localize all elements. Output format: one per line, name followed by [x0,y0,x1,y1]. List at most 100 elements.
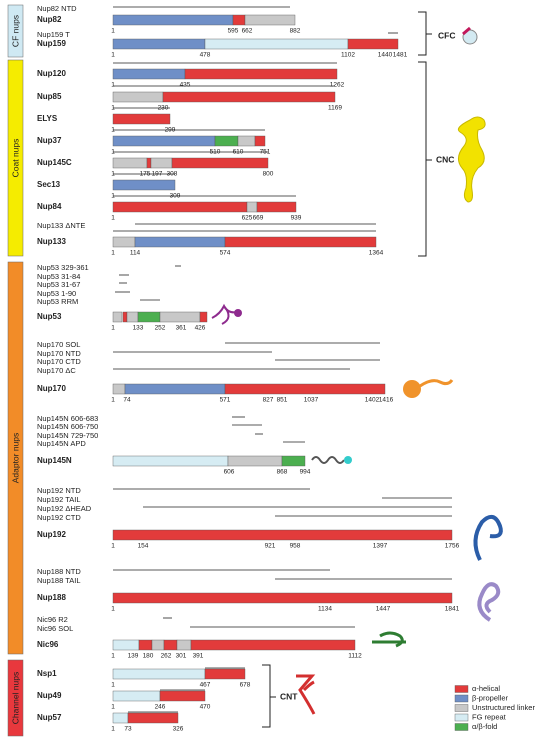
construct-label: Nup145N APD [37,439,86,448]
residue-label: 426 [195,325,206,332]
domain [151,639,165,651]
residue-label: 74 [123,397,131,404]
construct-label: Nup170 CTD [37,357,81,366]
construct-label: Nup192 ΔHEAD [37,504,92,513]
domain [159,690,206,702]
residue-label: 1397 [373,543,388,550]
protein-name: Nup170 [37,384,66,393]
domain [347,38,399,50]
domain [112,668,206,680]
residue-label: 361 [176,325,187,332]
domain [256,201,297,213]
domain [138,639,153,651]
protein-name: Nsp1 [37,669,57,678]
construct-label: Nup159 T [37,30,70,39]
protein-name: Nup133 [37,237,66,246]
residue-label: 1402 [365,397,380,404]
domain [199,311,208,323]
legend-label: α-helical [472,684,500,693]
complex-label: CFC [438,30,455,40]
residue-label: 1 [111,653,115,660]
domain [112,311,123,323]
domain [112,157,148,169]
protein-name: Nup159 [37,39,66,48]
construct-label: Nup188 TAIL [37,576,81,585]
domain [112,179,176,191]
residue-label: 1440 [378,52,393,59]
complex-label: CNC [436,154,454,164]
domain [126,311,139,323]
domain [150,157,173,169]
domain [112,383,126,395]
residue-label: 1262 [330,82,345,89]
residue-label: 139 [128,653,139,660]
construct-label: Nup82 NTD [37,4,77,13]
residue-label: 1037 [304,397,319,404]
domain [112,38,206,50]
domain [146,157,152,169]
construct-label: Nup133 ΔNTE [37,221,85,230]
domain [204,38,349,50]
group-label: CF nups [10,15,20,47]
domain [127,712,179,724]
domain [227,455,283,467]
construct-label: Nup53 329-361 [37,263,89,272]
construct-label: Nup145N 606-683 [37,414,98,423]
construct-label: Nup145N 729-750 [37,431,98,440]
residue-label: 391 [193,653,204,660]
bracket [418,61,432,257]
residue-label: 1 [111,682,115,689]
domain [244,14,296,26]
domain [254,135,266,147]
residue-label: 1 [111,543,115,550]
residue-label: 595 [228,28,239,35]
construct-label: Nup53 31-67 [37,280,80,289]
construct-label: Nup192 NTD [37,486,81,495]
residue-label: 1 [111,726,115,733]
domain [184,68,338,80]
residue-label: 868 [277,469,288,476]
residue-label: 1 [111,606,115,613]
domain [112,712,129,724]
protein-name: Nup145C [37,158,72,167]
residue-label: 1102 [341,52,355,59]
domain [281,455,306,467]
construct-label: Nup170 SOL [37,340,80,349]
residue-label: 252 [155,325,166,332]
protein-name: Nup37 [37,136,62,145]
domain [112,639,140,651]
domain [134,236,226,248]
protein-name: Nup84 [37,202,62,211]
residue-label: 1 [111,250,115,257]
residue-label: 1 [111,704,115,711]
legend-swatch [454,713,469,722]
residue-label: 180 [143,653,154,660]
residue-label: 467 [200,682,211,689]
residue-label: 921 [265,543,276,550]
residue-label: 1447 [376,606,391,613]
domain [137,311,161,323]
domain [112,135,216,147]
protein-name: Nup49 [37,691,62,700]
residue-label: 1 [111,28,115,35]
domain [162,91,336,103]
residue-label: 574 [220,250,231,257]
domain [112,201,248,213]
domain [112,236,136,248]
domain [176,639,192,651]
domain [224,383,386,395]
residue-label: 1 [111,52,115,59]
residue-label: 800 [263,171,274,178]
group-box [7,659,24,737]
residue-label: 1416 [379,397,394,404]
construct-label: Nup53 1-90 [37,289,76,298]
residue-label: 246 [155,704,166,711]
domain [112,91,164,103]
domain [246,201,258,213]
legend-label: α/β-fold [472,722,497,731]
residue-label: 669 [253,215,264,222]
domain [112,529,453,541]
legend-swatch [454,694,469,703]
protein-name: Nup145N [37,456,72,465]
